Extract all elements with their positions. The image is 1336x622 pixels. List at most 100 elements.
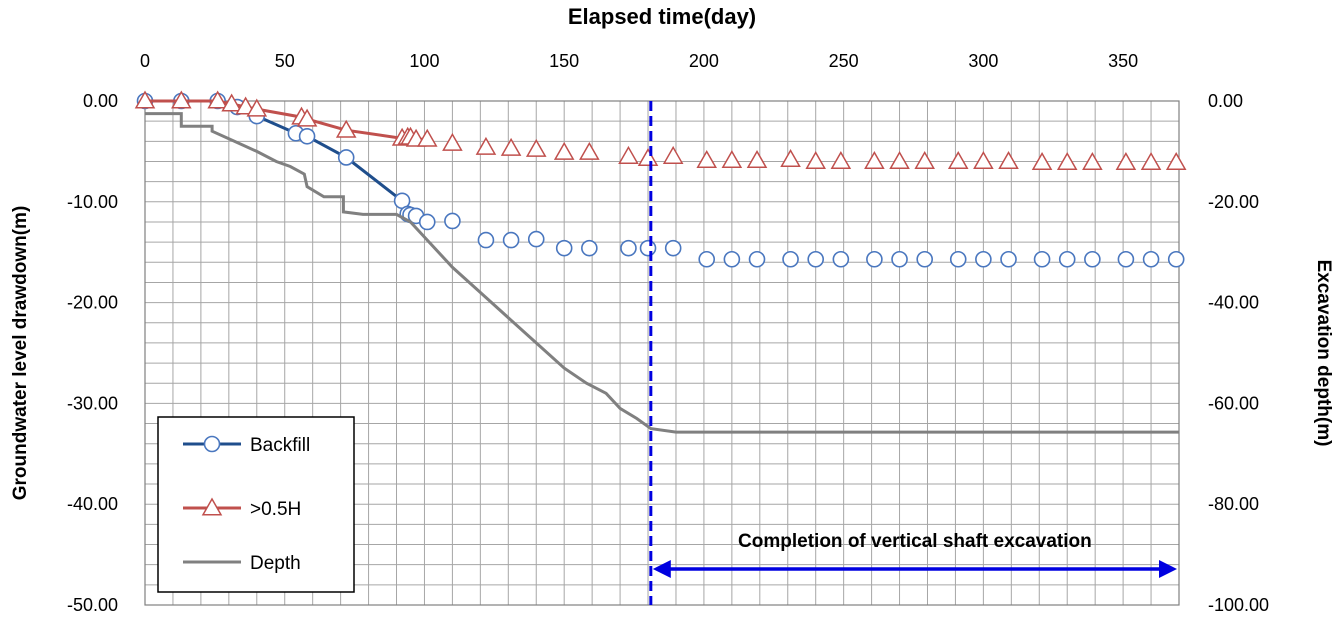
y-axis-title: Groundwater level drawdown(m) (10, 206, 31, 501)
data-point (298, 127, 316, 145)
data-point (780, 148, 801, 167)
data-point (1082, 151, 1103, 170)
x-tick-label: 150 (549, 51, 579, 71)
data-point (891, 250, 908, 268)
y2-tick-label: -20.00 (1208, 192, 1259, 212)
data-point (832, 250, 850, 268)
data-point (696, 149, 718, 168)
data-point (698, 250, 716, 268)
x-tick-label: 300 (968, 51, 998, 71)
y2-tick-label: -100.00 (1208, 595, 1269, 615)
arrow-head-left (652, 560, 671, 578)
data-point (416, 128, 438, 147)
data-point (1000, 250, 1017, 268)
data-point (527, 230, 545, 248)
data-point (864, 150, 885, 169)
plot-border (144, 100, 1180, 606)
data-point (1058, 250, 1076, 268)
data-point (502, 231, 520, 249)
data-point (830, 150, 852, 169)
data-point (442, 132, 463, 151)
series-2 (145, 112, 1179, 434)
x-tick-label: 200 (689, 51, 719, 71)
y2-tick-label: -60.00 (1208, 393, 1259, 413)
x-tick-label: 0 (140, 51, 150, 71)
legend-label: Depth (250, 553, 301, 574)
series-1 (134, 90, 1187, 170)
series-0 (136, 92, 1185, 268)
y-tick-label: -10.00 (67, 192, 118, 212)
data-point (579, 141, 600, 160)
data-point (782, 250, 799, 268)
data-point (866, 250, 883, 268)
data-point (134, 90, 156, 109)
data-point (721, 149, 743, 168)
y-tick-label: -30.00 (67, 393, 118, 413)
y2-tick-label: -40.00 (1208, 293, 1259, 313)
data-point (637, 147, 659, 166)
data-point (418, 213, 436, 231)
y-tick-label: 0.00 (83, 91, 118, 111)
data-point (662, 145, 684, 164)
y-tick-labels: 0.00 -10.00 -20.00 -30.00 -40.00 -50.00 (67, 91, 118, 615)
data-point (975, 250, 992, 268)
data-point (973, 150, 994, 169)
annotation-group: Completion of vertical shaft excavation (649, 101, 1177, 605)
annotation-text: Completion of vertical shaft excavation (738, 531, 1092, 552)
y2-axis-title: Excavation depth(m) (1313, 260, 1334, 447)
data-point (748, 250, 766, 268)
x-tick-label: 50 (275, 51, 295, 71)
legend-item: Backfill (183, 435, 310, 456)
y2-tick-label: -80.00 (1208, 494, 1259, 514)
series-line (145, 112, 1179, 434)
x-tick-label: 250 (829, 51, 859, 71)
data-point (337, 149, 355, 166)
y2-tick-labels: 0.00 -20.00 -40.00 -60.00 -80.00 -100.00 (1208, 91, 1269, 615)
data-point (477, 231, 495, 249)
chart-title: Elapsed time(day) (568, 4, 756, 29)
data-point (947, 150, 969, 169)
data-point (246, 98, 268, 117)
data-point (916, 250, 933, 268)
x-tick-label: 350 (1108, 51, 1138, 71)
legend-item: Depth (183, 553, 301, 574)
data-point (235, 96, 256, 115)
data-point (723, 250, 741, 268)
x-tick-label: 100 (409, 51, 439, 71)
legend-marker (201, 497, 223, 516)
data-point (998, 150, 1019, 169)
data-point (889, 150, 910, 169)
data-point (664, 239, 682, 257)
y-tick-label: -50.00 (67, 595, 118, 615)
data-point (620, 239, 637, 257)
data-point (1056, 151, 1078, 170)
legend: Backfill >0.5H Depth (157, 416, 355, 593)
data-point (807, 250, 825, 268)
data-point (475, 136, 497, 155)
data-point (1115, 151, 1137, 170)
y-tick-label: -40.00 (67, 494, 118, 514)
legend-label: Backfill (250, 435, 310, 456)
data-point (618, 145, 639, 164)
y-tick-label: -20.00 (67, 293, 118, 313)
data-point (1165, 151, 1187, 170)
data-point (444, 212, 461, 230)
data-point (639, 239, 657, 257)
data-point (335, 119, 357, 138)
data-point (1167, 250, 1185, 268)
data-point (171, 90, 192, 109)
data-point (746, 149, 768, 168)
data-point (207, 90, 228, 109)
data-point (1033, 250, 1051, 268)
data-point (1084, 250, 1101, 268)
data-point (555, 239, 573, 257)
legend-marker (203, 435, 221, 453)
data-point (949, 250, 967, 268)
data-point (296, 108, 318, 127)
data-point (500, 137, 522, 156)
data-point (221, 93, 242, 112)
data-point (805, 150, 826, 169)
arrow-head-right (1159, 560, 1177, 578)
